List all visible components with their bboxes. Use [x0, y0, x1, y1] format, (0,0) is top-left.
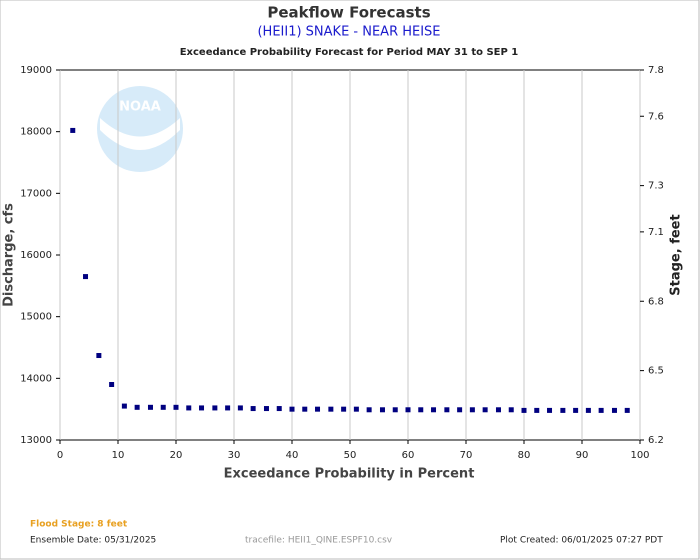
y2-tick-label: 6.8	[648, 296, 664, 307]
point	[547, 407, 553, 413]
y2-tick-label: 6.5	[648, 366, 664, 377]
point	[469, 407, 475, 413]
y-tick-label: 16000	[20, 250, 52, 261]
point	[302, 406, 308, 412]
logo: NOAA	[97, 86, 183, 172]
point	[96, 353, 102, 359]
point	[263, 406, 269, 412]
logo-text: NOAA	[119, 100, 161, 115]
x-tick-label: 50	[344, 450, 357, 461]
point	[366, 407, 372, 413]
tracefile: tracefile: HEII1_QINE.ESPF10.csv	[245, 536, 393, 546]
y2-tick-label: 7.3	[648, 181, 664, 192]
y2-tick-label: 7.6	[648, 111, 664, 122]
plot-title: Exceedance Probability Forecast for Peri…	[180, 47, 519, 58]
point	[237, 405, 243, 411]
y-tick-label: 18000	[20, 127, 52, 138]
point	[431, 407, 437, 413]
x-tick-label: 60	[402, 450, 415, 461]
point	[315, 406, 321, 412]
point	[495, 407, 501, 413]
point	[250, 406, 256, 412]
point	[225, 405, 231, 411]
point	[444, 407, 450, 413]
x-tick-label: 0	[57, 450, 63, 461]
point	[534, 407, 540, 413]
point	[186, 405, 192, 411]
point	[379, 407, 385, 413]
point	[121, 403, 127, 409]
point	[598, 407, 604, 413]
x-tick-label: 100	[630, 450, 649, 461]
x-axis-label: Exceedance Probability in Percent	[224, 467, 475, 482]
y-tick-label: 13000	[20, 435, 52, 446]
x-tick-label: 80	[518, 450, 531, 461]
point	[109, 382, 115, 387]
x-tick-label: 40	[286, 450, 299, 461]
chart-title: Peakflow Forecasts	[267, 4, 430, 22]
point	[508, 407, 514, 413]
y2-tick-label: 7.1	[648, 227, 664, 238]
point	[624, 407, 630, 413]
x-tick-label: 20	[170, 450, 183, 461]
logo-wave	[100, 118, 180, 150]
y-tick-label: 19000	[20, 65, 52, 76]
point	[160, 404, 166, 410]
ensemble-date: Ensemble Date: 05/31/2025	[30, 536, 156, 546]
point	[418, 407, 424, 413]
point	[134, 404, 140, 410]
y-tick-label: 15000	[20, 312, 52, 323]
point	[560, 407, 566, 413]
point	[276, 406, 282, 412]
point	[199, 405, 205, 411]
flood-stage: Flood Stage: 8 feet	[30, 520, 128, 530]
x-tick-label: 90	[576, 450, 589, 461]
point	[521, 407, 527, 413]
point	[611, 407, 617, 413]
point	[457, 407, 463, 413]
point	[289, 406, 295, 412]
y-tick-label: 17000	[20, 188, 52, 199]
point	[392, 407, 398, 413]
point	[212, 405, 218, 411]
point	[405, 407, 411, 413]
y2-axis-label: Stage, feet	[669, 214, 684, 295]
point	[353, 406, 359, 412]
point	[341, 406, 347, 412]
y2-tick-label: 7.8	[648, 65, 664, 76]
point	[482, 407, 488, 413]
x-tick-label: 70	[460, 450, 473, 461]
plot-created: Plot Created: 06/01/2025 07:27 PDT	[500, 536, 663, 546]
point	[70, 127, 76, 133]
x-tick-label: 30	[228, 450, 241, 461]
point	[83, 274, 89, 280]
point	[328, 406, 334, 412]
y-tick-label: 14000	[20, 373, 52, 384]
point	[147, 404, 153, 410]
chart-subtitle: (HEII1) SNAKE - NEAR HEISE	[257, 25, 440, 40]
point	[173, 404, 179, 410]
point	[573, 407, 579, 413]
y2-tick-label: 6.2	[648, 435, 664, 446]
x-tick-label: 10	[112, 450, 125, 461]
point	[585, 407, 591, 413]
y-axis-label: Discharge, cfs	[2, 203, 17, 307]
